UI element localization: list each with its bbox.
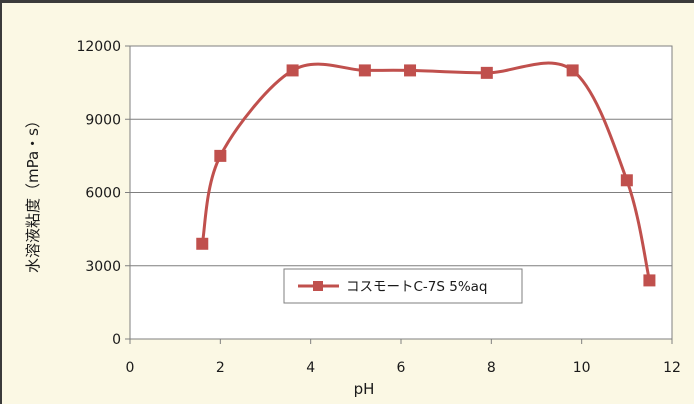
series-layer [196, 61, 656, 287]
data-point-marker [404, 64, 417, 77]
data-point-marker [643, 274, 656, 287]
y-axis-ticks: 0 3000 6000 9000 12000 [76, 39, 130, 348]
series-line [200, 61, 651, 282]
x-tick-label: 0 [126, 360, 135, 376]
x-tick-label: 4 [306, 360, 315, 376]
data-point-marker [214, 149, 227, 162]
x-axis-ticks: 0 2 4 6 8 10 12 [126, 339, 681, 376]
line-chart: 0 2 4 6 8 10 12 0 3000 6000 9000 12000 コスモートC-7S 5… [24, 39, 681, 398]
data-point-marker [566, 64, 579, 77]
x-tick-label: 10 [573, 360, 591, 376]
x-tick-label: 12 [663, 360, 681, 376]
y-tick-label: 6000 [85, 186, 121, 202]
data-point-marker [620, 174, 633, 187]
data-point-marker [480, 66, 493, 79]
data-point-marker [286, 64, 299, 77]
legend-box [283, 268, 523, 304]
data-point-marker [358, 64, 371, 77]
y-axis-label: 水溶液粘度（mPa・s） [24, 113, 42, 273]
legend: コスモートC-7S 5%aq [283, 268, 523, 304]
x-axis-label: pH [354, 380, 375, 398]
data-point-marker [196, 237, 209, 250]
y-tick-label: 3000 [85, 259, 121, 275]
x-tick-label: 2 [216, 360, 225, 376]
legend-label: コスモートC-7S 5%aq [346, 279, 488, 295]
gridlines [130, 118, 672, 267]
y-tick-label: 12000 [76, 39, 121, 55]
legend-marker [313, 281, 323, 291]
y-tick-label: 0 [112, 332, 121, 348]
x-tick-label: 8 [487, 360, 496, 376]
y-tick-label: 9000 [85, 112, 121, 128]
x-tick-label: 6 [397, 360, 406, 376]
